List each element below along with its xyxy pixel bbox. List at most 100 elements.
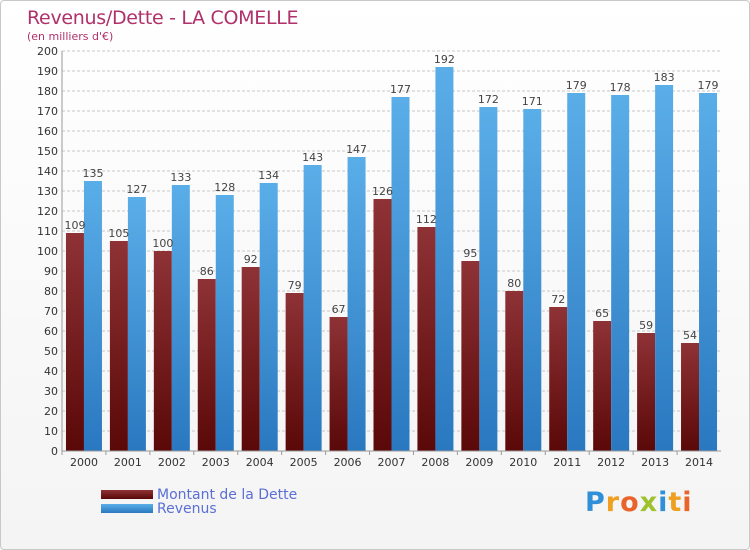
bar-revenus-2009	[479, 107, 498, 451]
y-tick-label: 130	[37, 185, 58, 198]
bar-dette-2002	[153, 251, 172, 451]
data-label-revenus: 171	[522, 95, 543, 108]
bar-revenus-2011	[567, 93, 586, 451]
legend-swatch-dette	[101, 490, 153, 499]
y-tick-label: 80	[44, 285, 58, 298]
bar-revenus-2010	[523, 109, 542, 451]
y-tick-label: 100	[37, 245, 58, 258]
legend-label-revenus: Revenus	[157, 501, 217, 517]
logo-letter: r	[605, 487, 621, 518]
logo-letter: o	[620, 487, 640, 518]
x-tick-label: 2014	[685, 456, 713, 469]
bar-revenus-2014	[699, 93, 718, 451]
y-tick-label: 110	[37, 225, 58, 238]
data-label-dette: 59	[639, 319, 653, 332]
legend-swatch-revenus	[101, 504, 153, 513]
y-tick-label: 50	[44, 345, 58, 358]
y-tick-label: 40	[44, 365, 58, 378]
x-tick-label: 2007	[378, 456, 406, 469]
bar-dette-2006	[329, 317, 348, 451]
bar-dette-2000	[65, 233, 84, 451]
data-label-dette: 65	[595, 307, 609, 320]
data-label-revenus: 143	[302, 151, 323, 164]
bar-dette-2007	[373, 199, 392, 451]
data-label-revenus: 134	[258, 169, 279, 182]
chart-title: Revenus/Dette - LA COMELLE	[27, 7, 299, 29]
y-tick-label: 200	[37, 45, 58, 58]
y-tick-label: 190	[37, 65, 58, 78]
data-label-dette: 126	[372, 185, 393, 198]
y-tick-label: 20	[44, 405, 58, 418]
data-label-dette: 112	[416, 213, 437, 226]
bar-dette-2005	[285, 293, 304, 451]
bar-revenus-2008	[435, 67, 454, 451]
y-tick-label: 150	[37, 145, 58, 158]
chart-subtitle: (en milliers d'€)	[27, 30, 114, 43]
data-label-revenus: 172	[478, 93, 499, 106]
bar-revenus-2013	[655, 85, 674, 451]
logo-letter: i	[682, 487, 693, 518]
y-tick-label: 0	[51, 445, 58, 458]
logo-letter: P	[585, 487, 606, 518]
y-tick-label: 70	[44, 305, 58, 318]
data-label-revenus: 179	[566, 79, 587, 92]
y-tick-label: 170	[37, 105, 58, 118]
y-tick-label: 140	[37, 165, 58, 178]
x-tick-label: 2006	[334, 456, 362, 469]
y-tick-label: 30	[44, 385, 58, 398]
x-tick-label: 2011	[553, 456, 581, 469]
bar-dette-2008	[417, 227, 436, 451]
data-label-revenus: 133	[170, 171, 191, 184]
bar-revenus-2007	[391, 97, 410, 451]
data-label-revenus: 127	[126, 183, 147, 196]
bar-dette-2014	[681, 343, 700, 451]
bar-dette-2004	[241, 267, 260, 451]
bar-dette-2011	[549, 307, 568, 451]
x-tick-label: 2013	[641, 456, 669, 469]
y-tick-label: 120	[37, 205, 58, 218]
data-label-revenus: 178	[610, 81, 631, 94]
bar-revenus-2006	[347, 157, 366, 451]
bar-revenus-2000	[83, 181, 102, 451]
x-tick-label: 2003	[202, 456, 230, 469]
data-label-dette: 92	[244, 253, 258, 266]
x-tick-label: 2008	[421, 456, 449, 469]
data-label-dette: 105	[108, 227, 129, 240]
data-label-dette: 100	[152, 237, 173, 250]
bar-dette-2003	[197, 279, 216, 451]
y-tick-label: 10	[44, 425, 58, 438]
data-label-dette: 67	[332, 303, 346, 316]
x-tick-label: 2010	[509, 456, 537, 469]
y-tick-label: 180	[37, 85, 58, 98]
bar-revenus-2005	[303, 165, 322, 451]
bar-dette-2013	[637, 333, 656, 451]
data-label-revenus: 183	[654, 71, 675, 84]
data-label-dette: 79	[288, 279, 302, 292]
data-label-dette: 72	[551, 293, 565, 306]
y-tick-label: 160	[37, 125, 58, 138]
x-tick-label: 2002	[158, 456, 186, 469]
data-label-dette: 80	[507, 277, 521, 290]
data-label-dette: 95	[463, 247, 477, 260]
bar-revenus-2002	[171, 185, 190, 451]
legend-label-dette: Montant de la Dette	[157, 487, 298, 503]
x-tick-label: 2004	[246, 456, 274, 469]
data-label-revenus: 135	[82, 167, 103, 180]
bar-dette-2010	[505, 291, 524, 451]
data-label-dette: 109	[64, 219, 85, 232]
data-label-revenus: 147	[346, 143, 367, 156]
logo-letter: i	[658, 487, 669, 518]
data-label-revenus: 192	[434, 53, 455, 66]
data-label-dette: 86	[200, 265, 214, 278]
data-label-revenus: 177	[390, 83, 411, 96]
x-tick-label: 2009	[465, 456, 493, 469]
bar-dette-2009	[461, 261, 480, 451]
proxiti-logo: Proxiti	[585, 487, 693, 518]
bar-revenus-2001	[127, 197, 146, 451]
logo-letter: t	[668, 487, 683, 518]
data-label-revenus: 128	[214, 181, 235, 194]
bar-revenus-2003	[215, 195, 234, 451]
bar-dette-2012	[593, 321, 612, 451]
data-label-dette: 54	[683, 329, 697, 342]
